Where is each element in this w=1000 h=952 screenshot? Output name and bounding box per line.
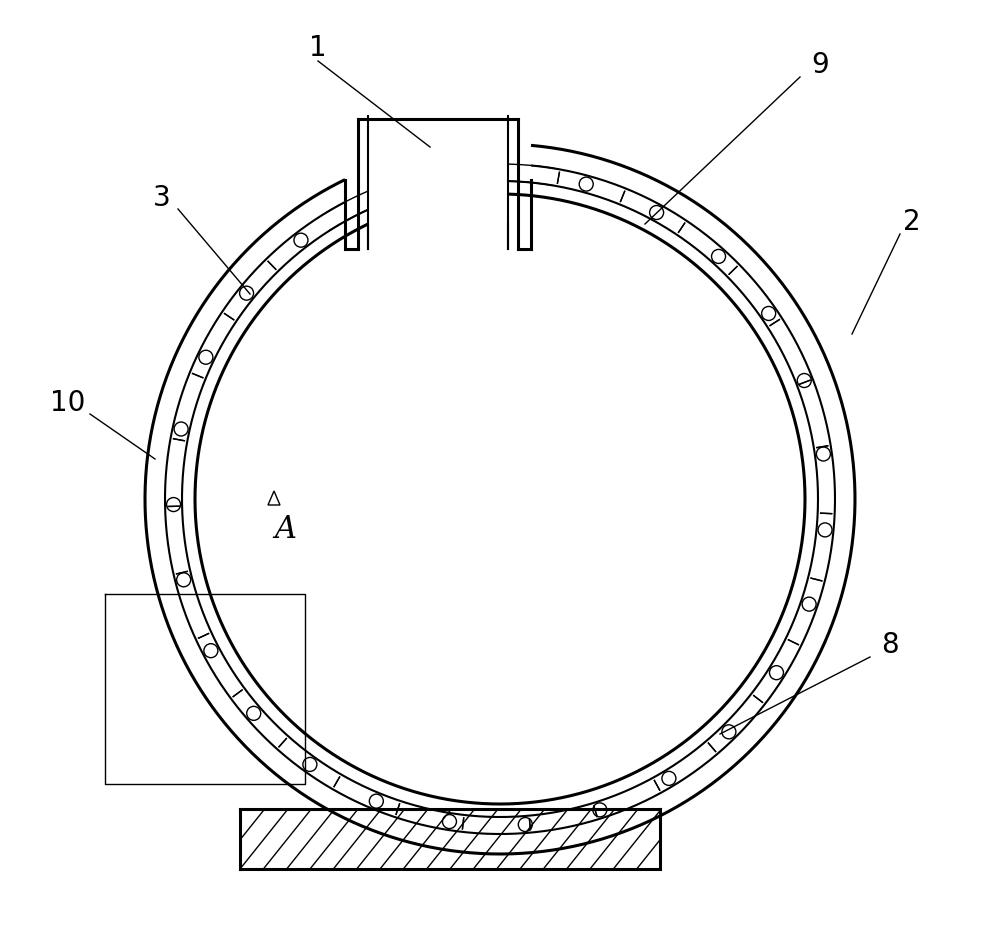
Text: 9: 9 (811, 51, 829, 79)
Text: 10: 10 (50, 388, 86, 417)
Text: 8: 8 (881, 630, 899, 659)
Text: A: A (274, 514, 296, 545)
Text: 3: 3 (153, 184, 171, 211)
Text: 1: 1 (309, 34, 327, 62)
Text: 2: 2 (903, 208, 921, 236)
